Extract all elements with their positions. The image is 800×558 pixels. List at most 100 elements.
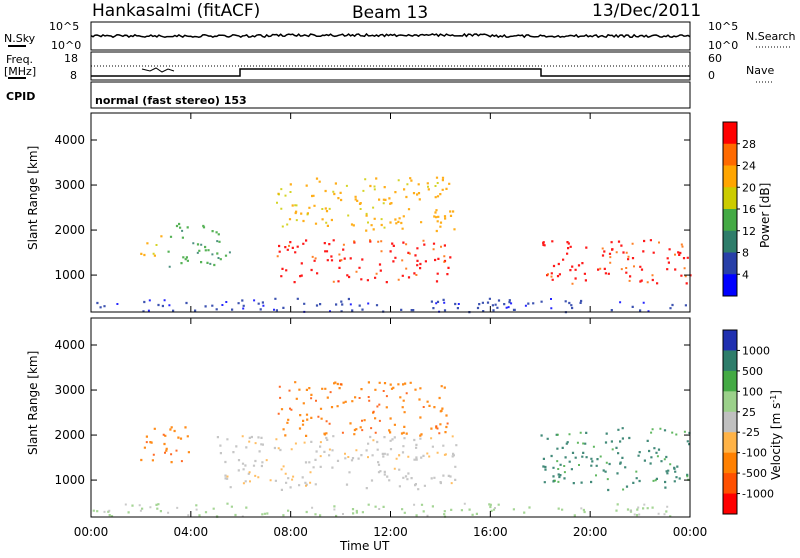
noise-left-tick-top: 10^5 [49,20,79,33]
power-colorbar-tick-label-4: 12 [742,225,756,238]
power-colorbar-tick-label-2: 20 [742,181,756,194]
noise-right-tick-bottom: 10^0 [708,39,738,52]
freq-label-line2: [MHz] [4,65,36,78]
power-ytick-label-1: 2000 [54,223,85,237]
velocity-colorbar-tick-label-5: -100 [742,447,767,460]
power-echo-region-3 [278,239,452,284]
power-colorbar-tick-label-5: 8 [742,247,749,260]
station-title: Hankasalmi (fitACF) [92,1,260,21]
time-tick-label-3: 12:00 [373,525,408,539]
velocity-echo-speckle-4 [553,427,690,491]
power-echo-region-1 [140,235,163,257]
power-echo-speckle-4 [276,178,439,229]
velocity-echo-region-2 [216,435,458,491]
velocity-echo-region-4 [540,427,691,492]
velocity-colorbar-swatch-4 [723,411,737,433]
beam-title: Beam 13 [352,3,428,23]
velocity-colorbar-tick-label-6: -500 [742,467,767,480]
velocity-ytick-label-2: 3000 [54,383,85,397]
power-colorbar-swatch-6 [723,252,737,275]
nave-tick-top: 60 [708,52,722,65]
freq-noise-blip [141,67,175,73]
nsky-label: N.Sky [4,32,36,45]
power-echo-region-0 [96,297,688,314]
power-heatmap [96,176,692,314]
power-echo-speckle-1 [152,244,158,255]
velocity-echo-speckle-3 [277,383,449,435]
velocity-colorbar-swatch-3 [723,391,737,413]
time-tick-label-5: 20:00 [573,525,608,539]
velocity-colorbar-swatch-6 [723,452,737,474]
power-ytick-label-2: 3000 [54,178,85,192]
nave-label: Nave [746,64,774,77]
velocity-colorbar-tick-label-2: 100 [742,385,763,398]
time-tick-label-1: 04:00 [174,525,209,539]
noise-right-tick-top: 10^5 [708,20,738,33]
velocity-colorbar-swatch-0 [723,330,737,351]
cpid-label: CPID [6,90,35,103]
nsearch-label: N.Search [746,30,796,43]
power-echo-region-4 [277,176,456,233]
noise-left-tick-bottom: 10^0 [51,39,81,52]
velocity-colorbar: 1000 500 100 25 -25 -100 -500 -1000 [722,329,774,515]
power-colorbar-label: Power [dB] [758,183,772,248]
velocity-colorbar-swatch-1 [723,350,737,372]
power-colorbar-tick-label-6: 4 [742,268,749,281]
power-axes: 1000 2000 3000 4000 [54,113,691,312]
nsky-trace [90,32,691,39]
power-echo-speckle-2 [168,229,231,268]
power-colorbar-swatch-1 [723,143,737,166]
velocity-ylabel: Slant Range [km] [26,351,40,455]
time-tick-label-0: 00:00 [74,525,109,539]
velocity-colorbar-tick-label-3: 25 [742,406,756,419]
cpid-text: normal (fast stereo) 153 [95,94,247,107]
velocity-colorbar-swatch-5 [723,432,737,454]
velocity-ytick-label-0: 1000 [54,473,85,487]
power-colorbar-swatch-3 [723,187,737,210]
freq-label-line1: Freq. [6,53,33,66]
freq-tick-bottom: 8 [70,69,77,82]
power-ylabel: Slant Range [km] [26,146,40,250]
velocity-echo-speckle-2 [226,435,454,487]
velocity-colorbar-frame [722,329,738,515]
velocity-colorbar-swatch-8 [723,493,737,515]
velocity-echo-region-3 [280,381,448,437]
velocity-colorbar-tick-label-4: -25 [742,426,760,439]
time-tick-label-2: 08:00 [273,525,308,539]
time-tick-label-6: 00:00 [673,525,708,539]
power-echo-region-2 [167,222,228,267]
x-axis-label: Time UT [339,539,390,553]
power-echo-region-5 [542,239,692,285]
velocity-colorbar-tick-label-1: 500 [742,365,763,378]
power-colorbar-swatch-4 [723,209,737,232]
velocity-colorbar-label: Velocity [m s-1] [769,390,783,480]
power-colorbar-swatch-0 [723,122,737,145]
power-ytick-label-3: 4000 [54,133,85,147]
velocity-colorbar-tick-label-7: -1000 [742,488,774,501]
power-colorbar-swatch-5 [723,230,737,253]
date-title: 13/Dec/2011 [592,1,701,21]
freq-tick-top: 18 [64,52,78,65]
velocity-echo-region-0 [92,502,672,518]
cpid-panel-frame [90,81,691,109]
power-plot-frame [90,112,691,313]
velocity-axes: 1000 2000 3000 4000 [54,318,691,517]
freq-trace [91,68,690,77]
power-colorbar-tick-label-0: 28 [742,138,756,151]
velocity-colorbar-swatch-2 [723,370,737,392]
nave-tick-bottom: 0 [708,69,715,82]
power-colorbar-tick-label-3: 16 [742,203,756,216]
velocity-ytick-label-3: 4000 [54,338,85,352]
velocity-heatmap [92,381,691,518]
velocity-ytick-label-1: 2000 [54,428,85,442]
velocity-echo-region-1 [140,426,190,464]
velocity-colorbar-swatch-7 [723,473,737,495]
power-colorbar-swatch-2 [723,165,737,188]
time-tick-label-4: 16:00 [473,525,508,539]
power-colorbar-tick-label-1: 24 [742,160,756,173]
power-colorbar: 28 24 20 16 12 8 4 [722,121,756,297]
power-ytick-label-0: 1000 [54,268,85,282]
power-echo-speckle-0 [116,298,650,313]
